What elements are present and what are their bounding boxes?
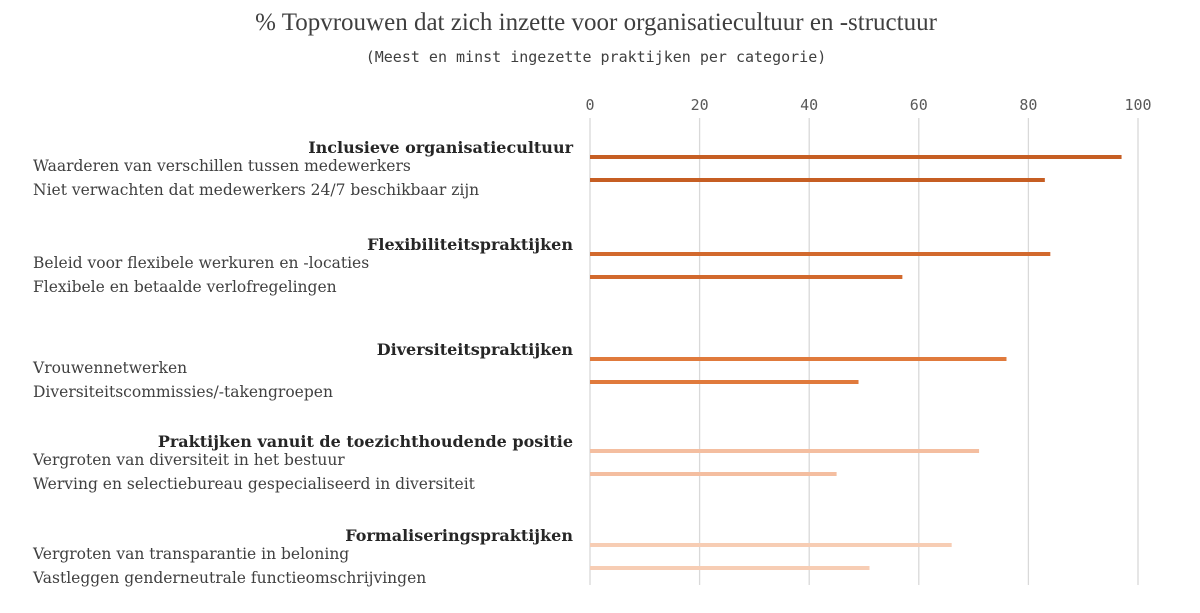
bar-label: Diversiteitscommissies/-takengroepen [33,383,333,401]
category-label: Diversiteitspraktijken [377,340,574,359]
bar-label: Vergroten van diversiteit in het bestuur [32,451,345,469]
x-tick-label: 100 [1124,96,1151,114]
bar-label: Werving en selectiebureau gespecialiseer… [33,475,476,493]
bar-label: Vastleggen genderneutrale functieomschri… [32,569,426,587]
bar-label: Flexibele en betaalde verlofregelingen [33,278,337,296]
bar [590,566,870,570]
bar [590,275,903,279]
chart-title: % Topvrouwen dat zich inzette voor organ… [255,9,938,36]
chart-subtitle: (Meest en minst ingezette praktijken per… [366,48,827,66]
bar-label: Beleid voor flexibele werkuren en -locat… [33,254,369,272]
bar [590,380,859,384]
x-tick-label: 80 [1019,96,1037,114]
category-label: Praktijken vanuit de toezichthoudende po… [158,432,573,451]
bar [590,472,837,476]
x-tick-label: 40 [800,96,818,114]
labels: 0 20 40 60 80 100 Inclusieve organisatiecultuu… [32,96,1152,587]
category-label: Flexibiliteitspraktijken [367,235,573,254]
bar [590,252,1051,256]
bar [590,543,952,547]
gridlines [589,118,1139,585]
bar-label: Vrouwennetwerken [32,359,187,377]
bar [590,357,1007,361]
x-tick-label: 60 [910,96,928,114]
bar-label: Waarderen van verschillen tussen medewer… [33,157,411,175]
bar-label: Niet verwachten dat medewerkers 24/7 bes… [33,181,479,199]
bar-label: Vergroten van transparantie in beloning [32,545,349,563]
x-tick-label: 20 [691,96,709,114]
bar [590,178,1045,182]
bar [590,155,1122,159]
category-label: Formaliseringspraktijken [345,526,573,545]
x-tick-label: 0 [585,96,594,114]
bars [590,155,1122,570]
bar [590,449,980,453]
category-label: Inclusieve organisatiecultuur [308,138,573,157]
